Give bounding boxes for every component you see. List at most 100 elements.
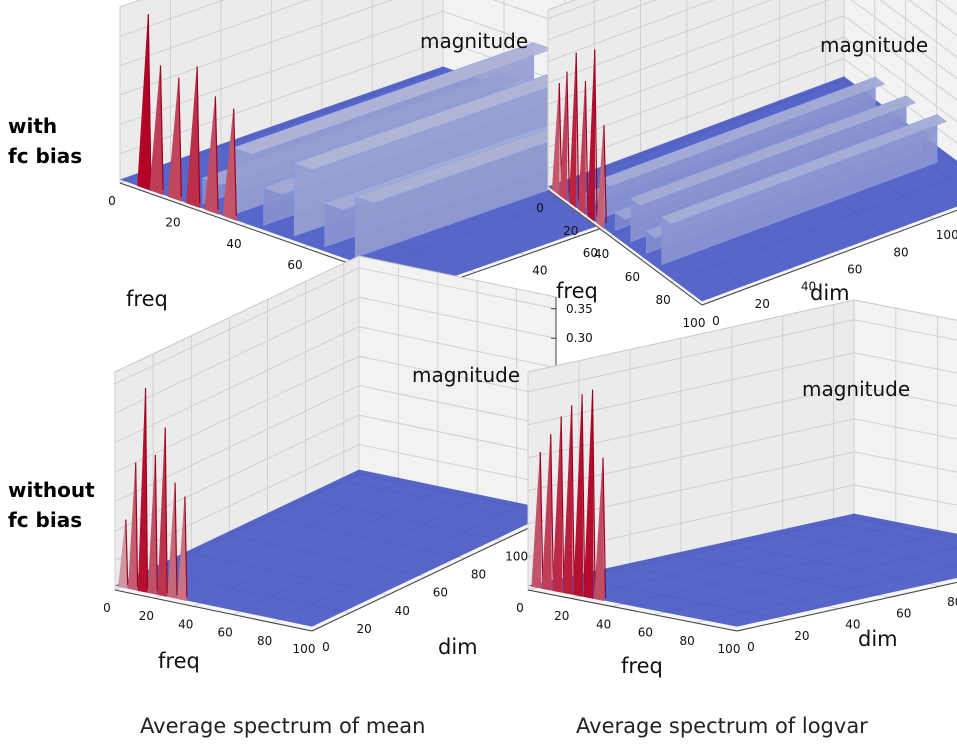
- column-label-logvar: Average spectrum of logvar: [576, 714, 868, 738]
- x-tick-label: 20: [554, 609, 569, 623]
- grid-line: [527, 451, 957, 525]
- x-tick-label: 60: [638, 626, 653, 640]
- y-tick-label: 80: [471, 568, 486, 582]
- x-tick-label: 80: [680, 634, 695, 648]
- y-tick-label: 100: [936, 228, 957, 242]
- row-label-line: with: [8, 114, 58, 138]
- peak-ridge: [575, 52, 580, 203]
- peak-ridge: [164, 427, 168, 594]
- x-axis-line: [547, 189, 703, 306]
- x-axis-title: freq: [556, 279, 598, 303]
- plateau-top: [599, 76, 886, 187]
- y-tick-label: 40: [532, 264, 547, 278]
- grid-line: [114, 414, 557, 532]
- y-tick-label: 20: [755, 297, 770, 311]
- z-axis-title: magnitude: [820, 33, 928, 57]
- peak-ridge: [571, 405, 575, 592]
- y-tick-label: 80: [947, 595, 957, 609]
- grid-line: [547, 58, 957, 170]
- x-tick-label: 100: [718, 642, 741, 656]
- peak-ridge: [125, 519, 129, 585]
- peak-spike: [551, 82, 560, 196]
- grid-line: [114, 326, 557, 444]
- peak-ridge: [233, 108, 237, 216]
- grid-line: [547, 0, 957, 41]
- grid-line: [527, 385, 957, 459]
- y-tick-label: 60: [583, 246, 598, 260]
- y-tick-label: 20: [794, 629, 809, 643]
- y-tick-label: 40: [801, 280, 816, 294]
- z-tick-label: 0.35: [566, 302, 593, 316]
- row-label-line: fc bias: [8, 144, 83, 168]
- y-tick-label: 60: [847, 262, 862, 276]
- peak-ridge: [196, 66, 201, 203]
- plateau-top: [630, 95, 917, 206]
- row-label-line: fc bias: [8, 508, 83, 532]
- peak-spike: [552, 416, 563, 593]
- x-tick-label: 40: [178, 617, 193, 631]
- x-axis-title: freq: [621, 654, 663, 678]
- peak-ridge: [539, 452, 544, 586]
- x-tick-label: 40: [226, 237, 241, 251]
- x-tick-label: 40: [594, 247, 609, 261]
- peak-spike: [562, 405, 573, 595]
- y-tick-label: 40: [845, 618, 860, 632]
- peak-spike: [587, 49, 596, 222]
- x-tick-label: 60: [287, 258, 302, 272]
- y-axis-title: dim: [858, 627, 898, 651]
- y-axis-line: [311, 514, 557, 632]
- grid-line: [114, 267, 557, 385]
- x-tick-label: 20: [139, 609, 154, 623]
- peak-spike: [596, 124, 605, 229]
- peak-spike: [531, 451, 542, 589]
- plateau-top: [661, 114, 947, 225]
- peak-ridge: [603, 124, 607, 224]
- peak-spike: [559, 71, 568, 202]
- x-tick-label: 100: [683, 316, 706, 330]
- peak-ridge: [178, 77, 182, 197]
- grid-line: [547, 0, 957, 84]
- grid-line: [527, 418, 957, 492]
- peak-ridge: [602, 457, 607, 599]
- x-axis-title: freq: [158, 649, 200, 673]
- peak-ridge: [184, 496, 188, 598]
- grid-line: [527, 319, 957, 393]
- peak-spike: [578, 81, 586, 215]
- x-tick-label: 80: [257, 634, 272, 648]
- z-axis-title: magnitude: [802, 377, 910, 401]
- grid-line: [114, 355, 557, 473]
- grid-line: [547, 36, 957, 148]
- y-tick-label: 80: [893, 245, 908, 259]
- peak-spike: [573, 394, 584, 597]
- x-tick-label: 0: [536, 201, 544, 215]
- peak-ridge: [154, 454, 158, 592]
- y-axis-line: [736, 581, 957, 632]
- x-tick-label: 0: [516, 601, 524, 615]
- peak-ridge: [560, 416, 565, 590]
- x-tick-label: 100: [293, 642, 316, 656]
- y-tick-label: 0: [322, 640, 330, 654]
- y-tick-label: 60: [896, 606, 911, 620]
- z-axis-title: magnitude: [420, 29, 528, 53]
- peak-ridge: [159, 65, 164, 191]
- row-label-without-fc-bias: without fc bias: [8, 475, 95, 535]
- grid-line: [114, 385, 557, 503]
- peak-ridge: [594, 49, 598, 217]
- z-axis-title: magnitude: [412, 363, 520, 387]
- grid-line: [114, 296, 557, 414]
- x-tick-label: 60: [625, 270, 640, 284]
- x-tick-label: 0: [108, 194, 116, 208]
- peak-spike: [594, 457, 605, 601]
- y-tick-label: 0: [712, 314, 720, 328]
- x-axis-line: [114, 589, 313, 632]
- peak-ridge: [566, 71, 570, 196]
- y-tick-label: 40: [395, 604, 410, 618]
- x-tick-label: 20: [563, 224, 578, 238]
- grid-line: [547, 15, 957, 127]
- peak-ridge: [144, 388, 149, 590]
- peak-ridge: [135, 462, 139, 588]
- peak-ridge: [584, 81, 589, 210]
- grid-line: [114, 443, 557, 561]
- peak-spike: [541, 434, 552, 591]
- grid-line: [547, 0, 957, 105]
